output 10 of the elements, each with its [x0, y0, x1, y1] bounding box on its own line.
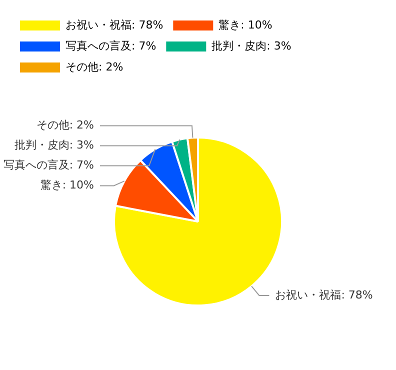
legend-label: 写真への言及: 7% — [66, 39, 156, 52]
slice-label: 驚き: 10% — [40, 178, 94, 192]
slice-label: 写真への言及: 7% — [3, 158, 94, 172]
legend-label: その他: 2% — [66, 60, 124, 74]
slice-label: 批判・皮肉: 3% — [14, 138, 94, 152]
slice-label: お祝い・祝福: 78% — [275, 288, 373, 302]
legend-label: お祝い・祝福: 78% — [66, 18, 164, 32]
legend-label: 批判・皮肉: 3% — [212, 39, 292, 52]
legend-label: 驚き: 10% — [218, 18, 272, 32]
slice-label: その他: 2% — [36, 118, 94, 132]
